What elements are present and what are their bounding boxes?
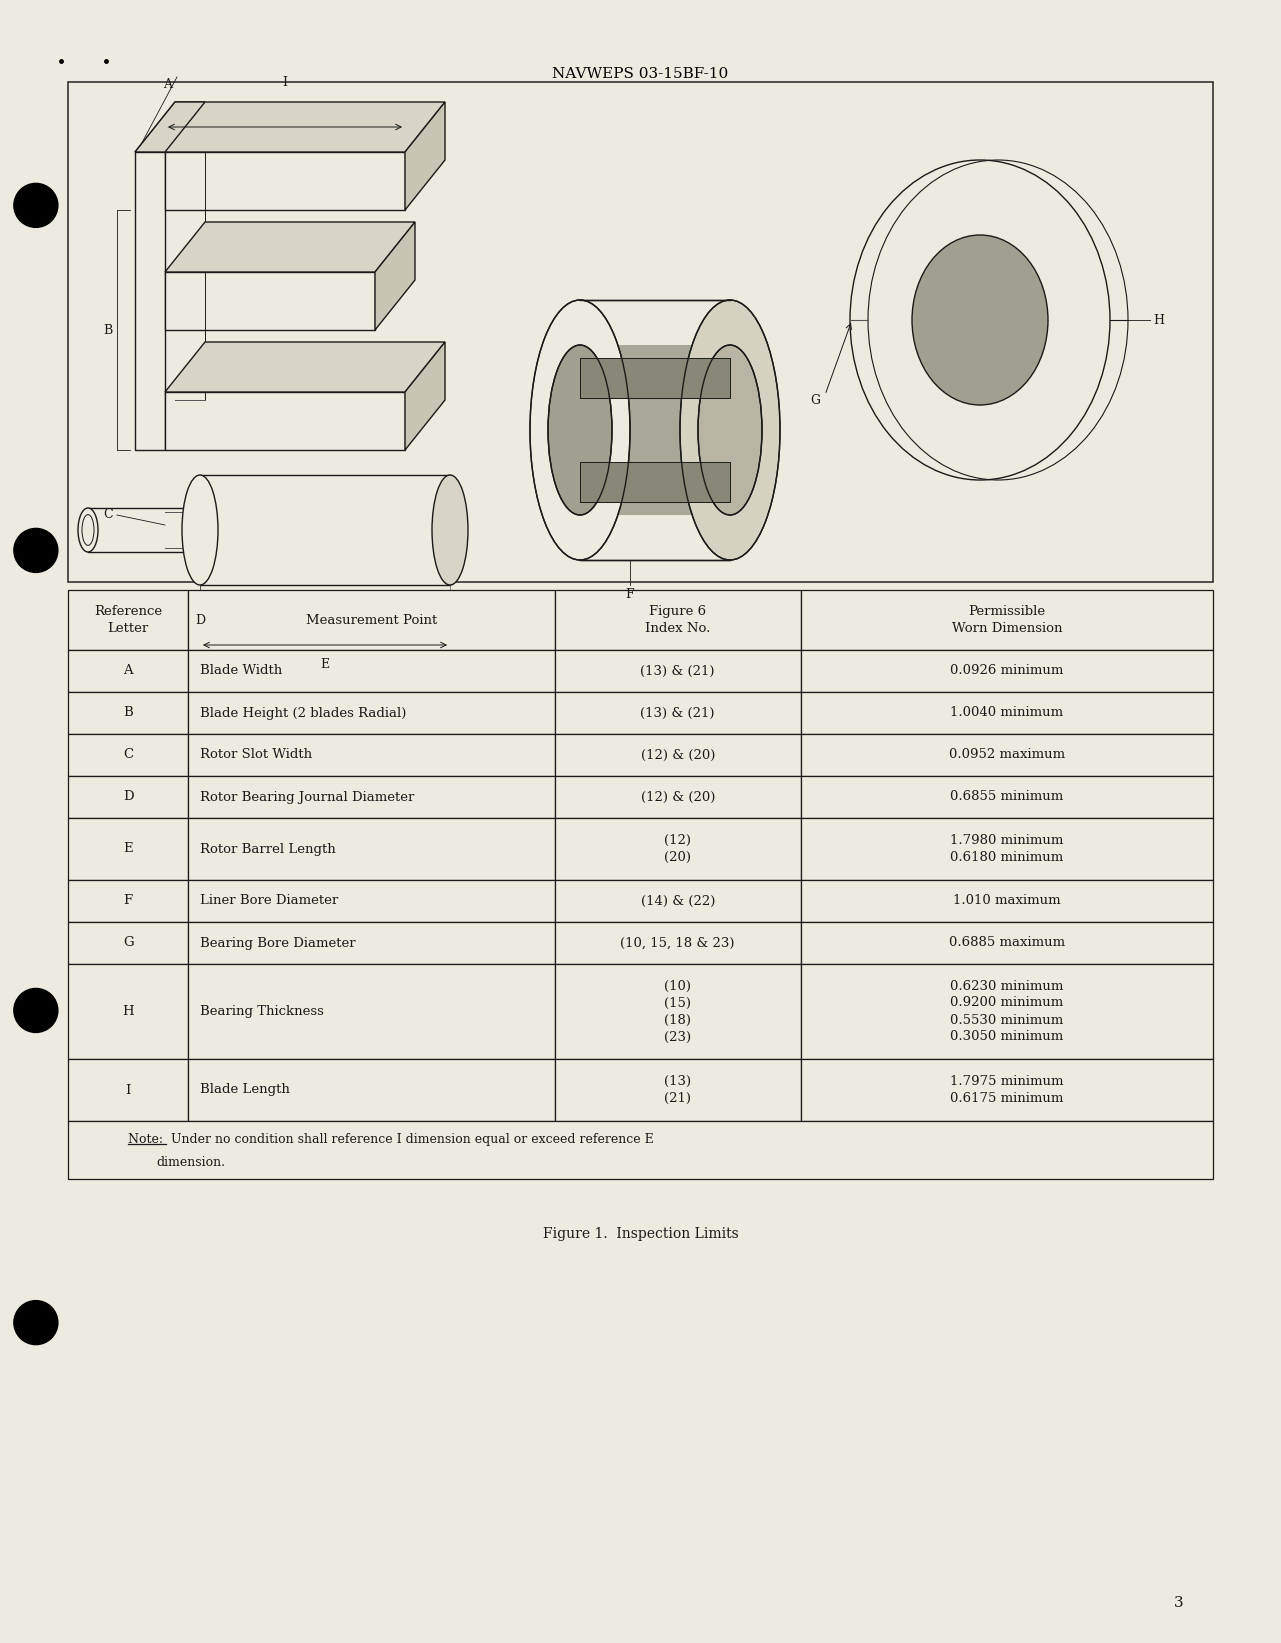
Text: Figure 6
Index No.: Figure 6 Index No. [646,605,711,634]
Polygon shape [165,153,405,210]
Text: Bearing Bore Diameter: Bearing Bore Diameter [200,937,356,950]
Polygon shape [405,102,445,210]
Text: Figure 1.  Inspection Limits: Figure 1. Inspection Limits [543,1227,738,1240]
Bar [68,651,188,692]
Text: D: D [123,790,133,803]
Bar [555,734,801,775]
Text: C: C [104,508,113,521]
Text: 1.7980 minimum
0.6180 minimum: 1.7980 minimum 0.6180 minimum [951,835,1063,864]
Bar [68,734,188,775]
Text: I: I [283,76,287,89]
Bar [68,818,188,881]
Bar [555,881,801,922]
Text: NAVWEPS 03-15BF-10: NAVWEPS 03-15BF-10 [552,67,729,81]
Bar [188,818,555,881]
Bar [188,734,555,775]
Bar [801,964,1213,1060]
Bar [555,818,801,881]
Text: C: C [123,749,133,761]
Text: F: F [123,894,133,907]
Bar [801,590,1213,651]
Text: 0.0952 maximum: 0.0952 maximum [949,749,1065,761]
Text: E: E [320,659,329,672]
Bar [801,775,1213,818]
Text: (10)
(15)
(18)
(23): (10) (15) (18) (23) [664,979,692,1043]
Text: Note:  Under no condition shall reference I dimension equal or exceed reference : Note: Under no condition shall reference… [128,1134,653,1147]
Bar [68,1121,1213,1180]
Text: Rotor Slot Width: Rotor Slot Width [200,749,313,761]
Polygon shape [580,345,730,514]
Bar [801,1060,1213,1121]
Polygon shape [165,393,405,450]
Polygon shape [405,342,445,450]
Text: Blade Height (2 blades Radial): Blade Height (2 blades Radial) [200,706,406,720]
Ellipse shape [680,301,780,560]
Bar [555,692,801,734]
Bar [801,692,1213,734]
Polygon shape [135,102,445,153]
Text: A: A [163,77,172,90]
Text: D: D [195,613,205,626]
Text: Blade Width: Blade Width [200,664,283,677]
Bar [68,775,188,818]
Polygon shape [580,358,730,398]
Text: 1.0040 minimum: 1.0040 minimum [951,706,1063,720]
Text: Measurement Point: Measurement Point [306,613,437,626]
Text: Rotor Bearing Journal Diameter: Rotor Bearing Journal Diameter [200,790,415,803]
Bar [555,964,801,1060]
Text: 0.6230 minimum
0.9200 minimum
0.5530 minimum
0.3050 minimum: 0.6230 minimum 0.9200 minimum 0.5530 min… [951,979,1063,1043]
Text: Reference
Letter: Reference Letter [94,605,163,634]
Circle shape [14,989,58,1032]
Bar [68,82,1213,582]
Bar [68,1060,188,1121]
Text: Rotor Barrel Length: Rotor Barrel Length [200,843,336,856]
Polygon shape [200,475,450,585]
Bar [555,651,801,692]
Ellipse shape [530,301,630,560]
Text: Blade Length: Blade Length [200,1083,290,1096]
Bar [188,922,555,964]
Text: (12) & (20): (12) & (20) [640,790,715,803]
Text: B: B [104,324,113,337]
Polygon shape [88,508,205,552]
Bar [555,590,801,651]
Bar [68,692,188,734]
Bar [188,881,555,922]
Text: A: A [123,664,133,677]
Text: (12) & (20): (12) & (20) [640,749,715,761]
Bar [801,651,1213,692]
Ellipse shape [698,345,762,514]
Text: H: H [1153,314,1164,327]
Text: 1.7975 minimum
0.6175 minimum: 1.7975 minimum 0.6175 minimum [951,1075,1063,1106]
Polygon shape [165,273,375,330]
Bar [68,590,188,651]
Polygon shape [580,301,730,560]
Ellipse shape [432,475,468,585]
Circle shape [14,529,58,572]
Bar [68,881,188,922]
Ellipse shape [912,235,1048,406]
Text: (14) & (22): (14) & (22) [640,894,715,907]
Text: (13) & (21): (13) & (21) [640,664,715,677]
Text: Permissible
Worn Dimension: Permissible Worn Dimension [952,605,1062,634]
Text: B: B [123,706,133,720]
Bar [188,775,555,818]
Bar [801,922,1213,964]
Polygon shape [375,222,415,330]
Polygon shape [165,222,415,273]
Circle shape [14,1301,58,1344]
Bar [801,734,1213,775]
Bar [555,1060,801,1121]
Circle shape [14,184,58,227]
Text: 1.010 maximum: 1.010 maximum [953,894,1061,907]
Polygon shape [580,462,730,503]
Ellipse shape [548,345,612,514]
Ellipse shape [182,475,218,585]
Bar [68,964,188,1060]
Bar [68,922,188,964]
Bar [188,590,555,651]
Text: G: G [123,937,133,950]
Polygon shape [165,342,445,393]
Text: 3: 3 [1173,1595,1184,1610]
Polygon shape [135,153,165,450]
